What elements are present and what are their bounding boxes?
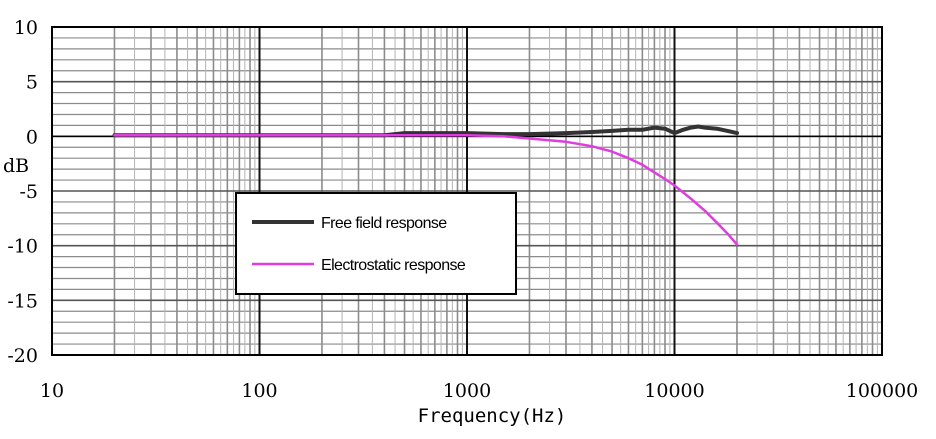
x-axis-label: Frequency(Hz)	[418, 405, 567, 427]
x-tick-label: 100000	[846, 380, 919, 402]
y-tick-label: 0	[26, 126, 38, 148]
x-tick-label: 1000	[443, 380, 491, 402]
series-line-free-field	[112, 124, 739, 138]
x-tick-label: 100	[241, 380, 277, 402]
y-tick-label: 10	[14, 17, 38, 39]
legend-label-free-field: Free field response	[321, 215, 447, 232]
x-tick-label: 10	[40, 380, 64, 402]
y-tick-label: 5	[26, 72, 38, 94]
legend: Free field response Electrostatic respon…	[235, 192, 517, 295]
x-tick-label: 10000	[644, 380, 704, 402]
legend-label-electrostatic: Electrostatic response	[321, 257, 466, 274]
x-axis-tick-labels: 10 100 1000 10000 100000	[40, 380, 918, 402]
y-axis-label: dB	[3, 155, 29, 177]
y-tick-label: -10	[7, 236, 38, 258]
plot-area-frame	[51, 26, 883, 356]
series-layer	[112, 124, 739, 246]
y-axis-tick-labels: 10 5 0 -5 -10 -15 -20	[7, 17, 38, 367]
legend-box	[235, 192, 517, 295]
series-line-electrostatic	[113, 133, 739, 246]
y-tick-label: -15	[7, 290, 38, 312]
y-tick-label: -20	[7, 345, 38, 367]
y-tick-label: -5	[19, 181, 38, 203]
